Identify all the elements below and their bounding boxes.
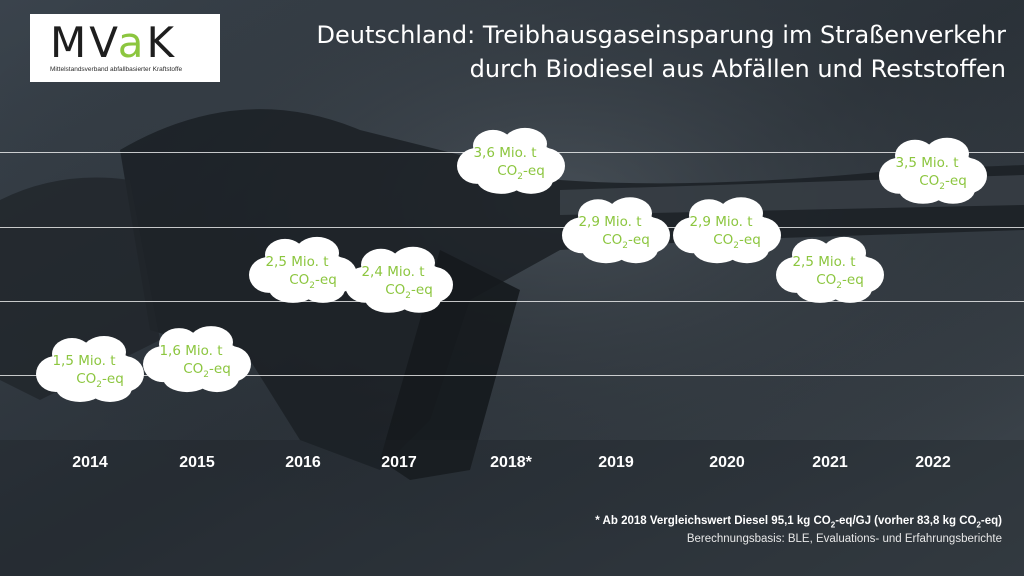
unit-label: CO2-eq [816,272,864,291]
cloud-shape [776,236,884,303]
data-cloud-2016: 2,5 Mio. t CO2-eq [249,236,357,303]
cloud-shape [345,246,453,313]
unit-label: CO2-eq [497,163,545,182]
year-label-2020: 2020 [709,454,745,471]
data-cloud-2017: 2,4 Mio. t CO2-eq [345,246,453,313]
chart-title: Deutschland: Treibhausgaseinsparung im S… [246,18,1006,86]
value-label: 3,5 Mio. t [895,155,958,171]
value-label: 2,5 Mio. t [792,254,855,270]
unit-label: CO2-eq [602,232,650,251]
value-label: 2,5 Mio. t [265,254,328,270]
data-cloud-2021: 2,5 Mio. t CO2-eq [776,236,884,303]
unit-label: CO2-eq [385,282,433,301]
logo: MVaK Mittelstandsverband abfallbasierter… [30,14,220,82]
cloud-shape [36,336,144,402]
value-label: 2,9 Mio. t [578,214,641,230]
unit-label: CO2-eq [183,361,231,380]
year-label-2015: 2015 [179,454,215,471]
data-cloud-2015: 1,6 Mio. t CO2-eq [143,326,251,393]
chart-title-line-1: Deutschland: Treibhausgaseinsparung im S… [316,21,1006,49]
value-label: 1,5 Mio. t [52,353,115,369]
data-cloud-2018: 3,6 Mio. t CO2-eq [457,127,565,194]
year-label-2014: 2014 [72,454,108,471]
unit-label: CO2-eq [713,232,761,251]
year-label-2016: 2016 [285,454,321,471]
unit-label: CO2-eq [76,371,124,390]
cloud-shape [562,197,670,264]
gridline-2 [0,227,1024,228]
value-label: 1,6 Mio. t [159,343,222,359]
year-label-2017: 2017 [381,454,417,471]
gridline-4 [0,375,1024,376]
year-label-2019: 2019 [598,454,634,471]
logo-wordmark: MVaK [50,18,178,67]
chart-title-line-2: durch Biodiesel aus Abfällen und Reststo… [469,55,1006,83]
value-label: 2,4 Mio. t [361,264,424,280]
cloud-shape [143,326,251,393]
unit-label: CO2-eq [919,173,967,192]
year-label-2021: 2021 [812,454,848,471]
source-note: Berechnungsbasis: BLE, Evaluations- und … [686,533,1002,545]
cloud-shape [249,236,357,303]
cloud-shape [673,197,781,264]
cloud-shape [879,137,987,204]
data-cloud-2019: 2,9 Mio. t CO2-eq [562,197,670,264]
data-cloud-2014: 1,5 Mio. t CO2-eq [36,336,144,402]
year-label-2022: 2022 [915,454,951,471]
unit-label: CO2-eq [289,272,337,291]
cloud-shape [457,127,565,194]
value-label: 2,9 Mio. t [689,214,752,230]
logo-subtitle: Mittelstandsverband abfallbasierter Kraf… [50,66,183,73]
data-cloud-2022: 3,5 Mio. t CO2-eq [879,137,987,204]
data-cloud-2020: 2,9 Mio. t CO2-eq [673,197,781,264]
footnote: * Ab 2018 Vergleichswert Diesel 95,1 kg … [595,515,1002,530]
value-label: 3,6 Mio. t [473,145,536,161]
year-label-2018: 2018* [490,454,533,471]
gridline-3 [0,301,1024,302]
